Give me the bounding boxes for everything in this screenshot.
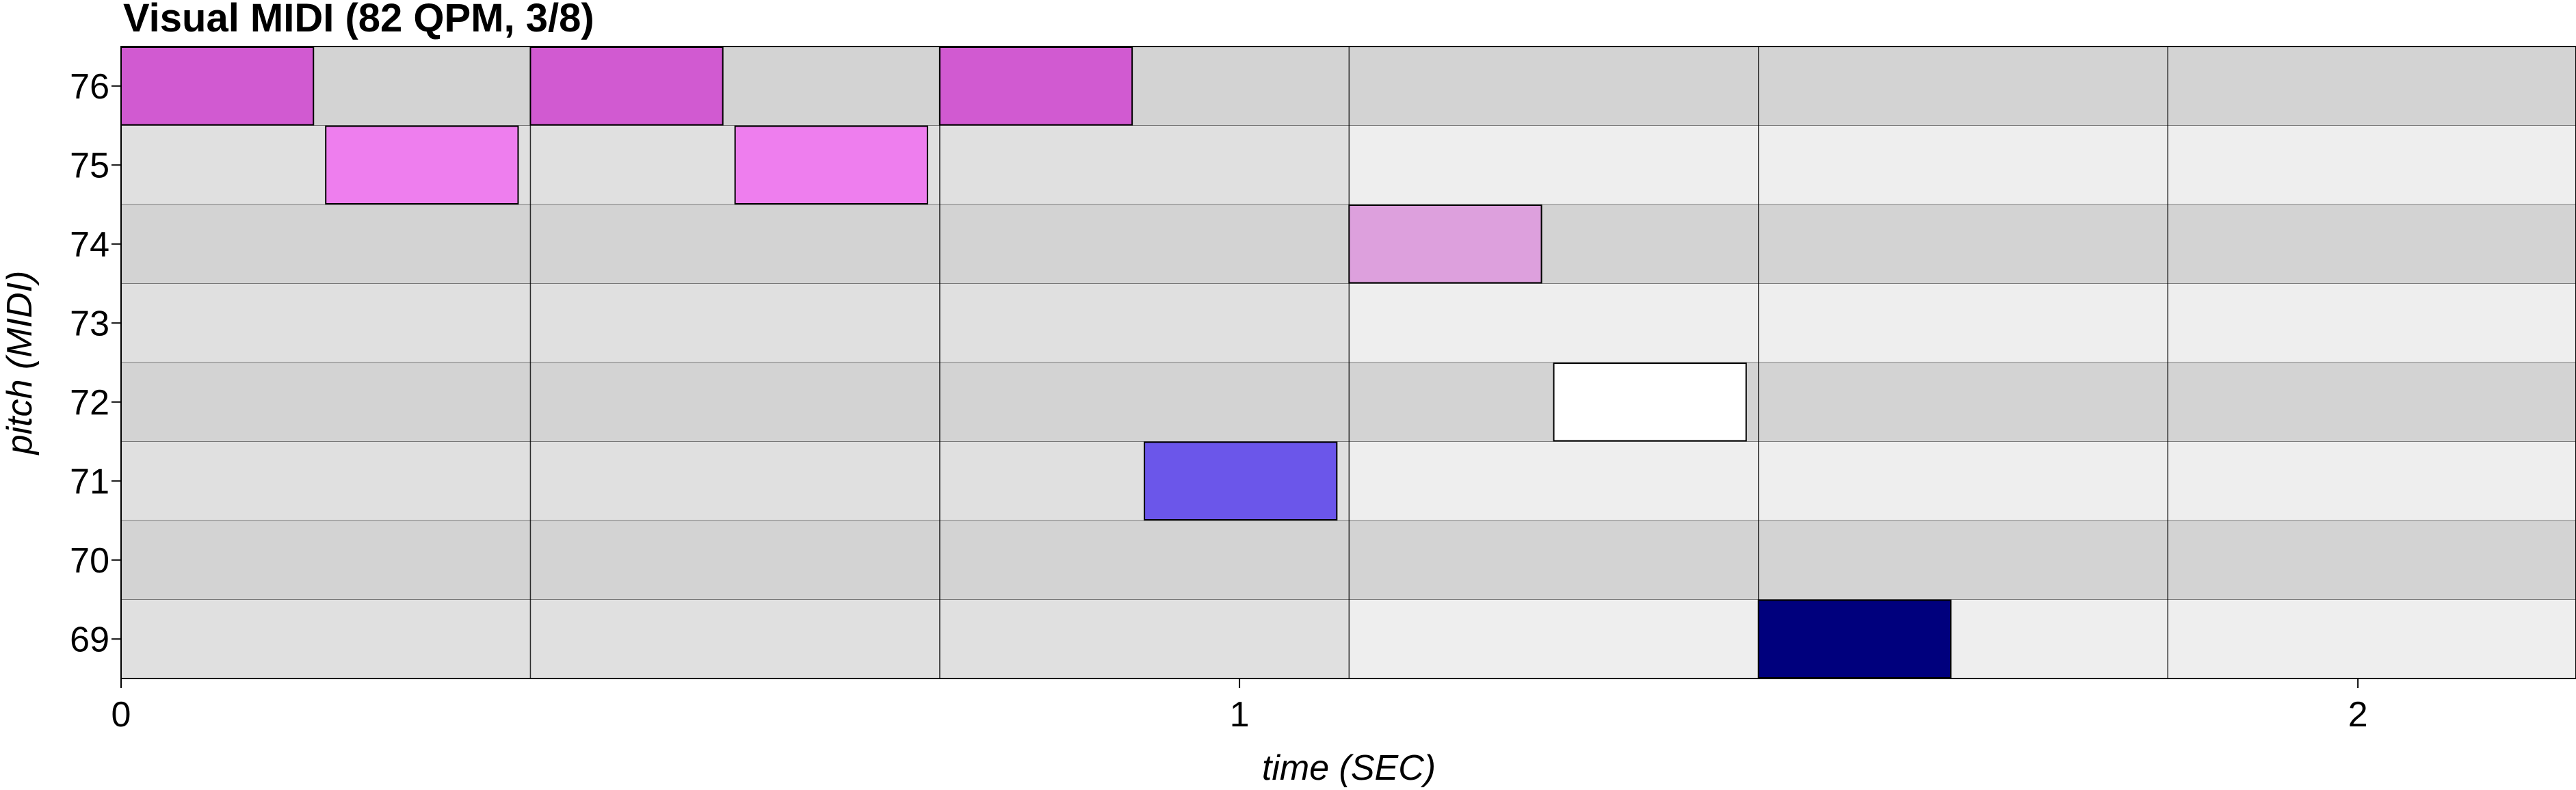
note-69 (1757, 599, 1951, 679)
notes (120, 47, 1951, 679)
plot-frame (120, 46, 2576, 679)
note-72 (1553, 363, 1747, 442)
note-76 (120, 47, 315, 126)
pitch-row-band (1349, 521, 2576, 600)
pitch-row-band (1349, 363, 2576, 442)
pitch-row-band (1349, 283, 2576, 363)
pitch-row-band (121, 47, 1350, 126)
x-tick-label: 2 (2348, 695, 2368, 735)
y-ticks: 76 75 74 73 72 71 70 69 (70, 67, 121, 659)
pitch-row-band (1349, 47, 2576, 126)
note-75 (325, 125, 519, 205)
y-tick-label: 76 (70, 67, 109, 107)
note-76 (938, 47, 1133, 126)
pitch-row-band (1349, 125, 2576, 205)
x-axis-label: time (SEC) (1262, 748, 1436, 788)
note-76 (529, 47, 724, 126)
x-tick-label: 1 (1230, 695, 1250, 735)
x-tick-label: 0 (111, 695, 131, 735)
note-75 (734, 125, 928, 205)
pitch-row-band (121, 599, 1350, 679)
pitch-row-band (121, 521, 1350, 600)
pitch-row-band (1349, 599, 2576, 679)
y-tick-label: 74 (70, 225, 109, 265)
pitch-row-band (121, 283, 1350, 363)
y-tick-label: 75 (70, 146, 109, 185)
y-tick-label: 71 (70, 462, 109, 501)
pitch-row-band (121, 363, 1350, 442)
x-ticks: 0 1 2 (111, 679, 2368, 735)
pitch-row-band (121, 205, 1350, 284)
pitch-row-band (1349, 205, 2576, 284)
note-71 (1144, 441, 1338, 521)
y-tick-label: 72 (70, 383, 109, 423)
y-tick-label: 69 (70, 620, 109, 659)
chart-title: Visual MIDI (82 QPM, 3/8) (123, 0, 594, 40)
background-bands (121, 47, 2576, 679)
pitch-row-band (1349, 441, 2576, 521)
y-tick-label: 73 (70, 304, 109, 343)
y-tick-label: 70 (70, 541, 109, 581)
note-74 (1348, 205, 1542, 284)
y-axis-label: pitch (MIDI) (0, 271, 40, 456)
